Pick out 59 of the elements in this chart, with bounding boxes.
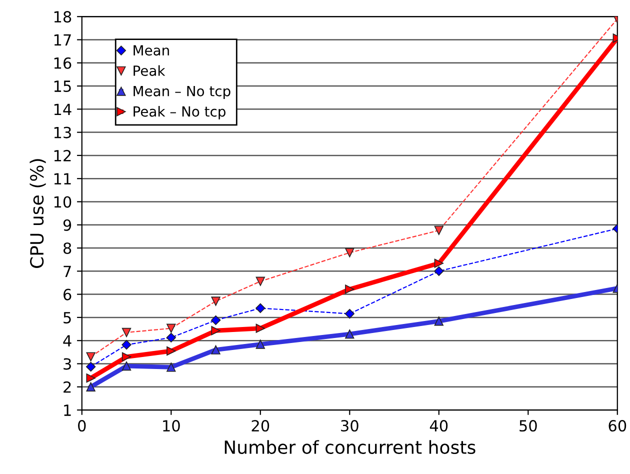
y-tick-label: 15 xyxy=(54,80,71,92)
x-axis-title: Number of concurrent hosts xyxy=(224,440,476,454)
point xyxy=(211,326,220,336)
y-tick-label: 4 xyxy=(63,335,72,346)
y-tick-label: 3 xyxy=(64,358,71,370)
x-tick-label: 10 xyxy=(163,420,180,432)
point xyxy=(86,382,96,392)
legend-label: Peak – No tcp xyxy=(134,106,226,120)
point xyxy=(122,352,132,362)
y-axis-title: CPU use (%) xyxy=(30,159,46,268)
x-tick-label: 0 xyxy=(78,420,86,432)
y-tick-label: 13 xyxy=(54,126,71,138)
point xyxy=(122,340,132,350)
legend-label: Mean – No tcp xyxy=(134,86,230,100)
point xyxy=(256,303,266,314)
x-tick-label: 20 xyxy=(252,420,270,432)
legend-label: Peak xyxy=(134,65,166,76)
point xyxy=(210,315,221,326)
y-tick-label: 8 xyxy=(63,242,72,254)
point xyxy=(122,361,132,371)
y-tick-label: 10 xyxy=(54,196,72,208)
y-tick-label: 1 xyxy=(64,404,71,416)
point xyxy=(86,362,96,372)
x-tick-label: 50 xyxy=(520,420,537,432)
point xyxy=(434,258,444,268)
point xyxy=(434,316,444,326)
point xyxy=(166,332,176,342)
point xyxy=(122,328,132,338)
point xyxy=(345,330,354,339)
point xyxy=(344,308,354,319)
point xyxy=(211,345,220,354)
point xyxy=(256,340,265,349)
y-tick-label: 12 xyxy=(54,150,71,162)
y-tick-label: 14 xyxy=(54,104,72,115)
point xyxy=(86,373,96,383)
y-tick-label: 2 xyxy=(64,381,71,393)
x-tick-label: 40 xyxy=(430,420,448,432)
point xyxy=(166,324,176,333)
point xyxy=(166,346,176,356)
point xyxy=(434,266,444,276)
point xyxy=(256,324,265,333)
y-tick-label: 17 xyxy=(54,34,71,46)
point xyxy=(211,296,220,306)
y-tick-label: 18 xyxy=(54,11,72,23)
x-tick-label: 30 xyxy=(341,420,358,432)
x-tick-label: 60 xyxy=(608,420,626,432)
point xyxy=(86,352,96,362)
point xyxy=(345,284,354,294)
point xyxy=(434,226,444,236)
y-tick-label: 5 xyxy=(64,312,71,324)
legend-label: Mean xyxy=(134,45,169,56)
y-tick-label: 6 xyxy=(64,288,72,300)
point xyxy=(345,248,354,258)
y-tick-label: 7 xyxy=(64,266,71,277)
point xyxy=(166,362,176,372)
y-tick-label: 11 xyxy=(54,173,71,184)
y-tick-label: 9 xyxy=(63,219,72,231)
y-tick-label: 16 xyxy=(54,57,72,69)
point xyxy=(256,276,265,286)
